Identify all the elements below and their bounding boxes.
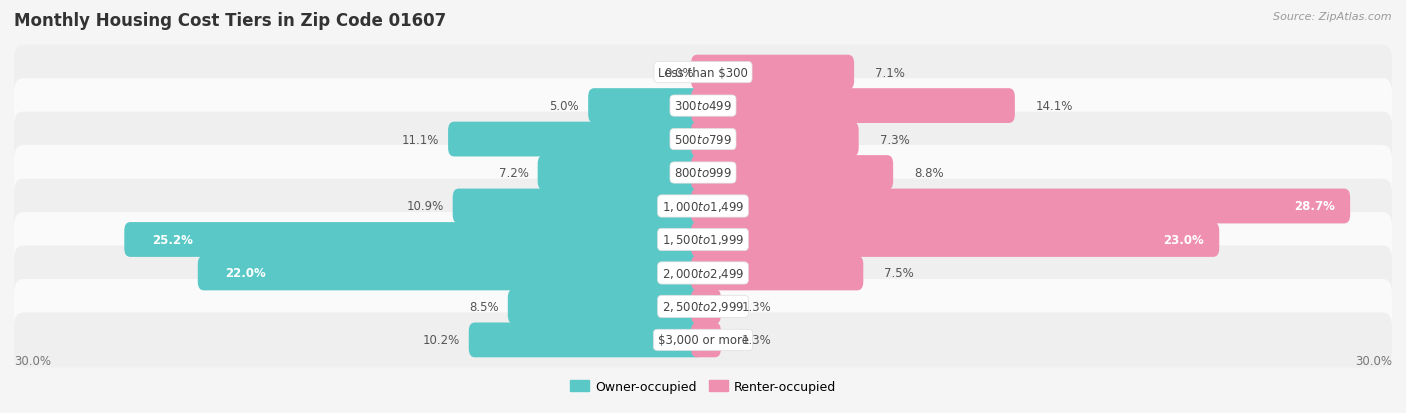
FancyBboxPatch shape bbox=[14, 279, 1392, 334]
Text: $300 to $499: $300 to $499 bbox=[673, 100, 733, 113]
FancyBboxPatch shape bbox=[14, 112, 1392, 167]
Text: 30.0%: 30.0% bbox=[14, 354, 51, 367]
FancyBboxPatch shape bbox=[692, 256, 863, 291]
Text: 7.1%: 7.1% bbox=[875, 66, 905, 79]
Text: 5.0%: 5.0% bbox=[550, 100, 579, 113]
FancyBboxPatch shape bbox=[508, 290, 703, 324]
FancyBboxPatch shape bbox=[198, 256, 703, 291]
FancyBboxPatch shape bbox=[692, 122, 859, 157]
Text: Less than $300: Less than $300 bbox=[658, 66, 748, 79]
Text: 7.2%: 7.2% bbox=[499, 166, 529, 180]
FancyBboxPatch shape bbox=[14, 213, 1392, 267]
Text: 25.2%: 25.2% bbox=[152, 233, 193, 247]
FancyBboxPatch shape bbox=[588, 89, 703, 123]
FancyBboxPatch shape bbox=[692, 323, 721, 357]
FancyBboxPatch shape bbox=[14, 246, 1392, 301]
FancyBboxPatch shape bbox=[14, 313, 1392, 368]
Text: $500 to $799: $500 to $799 bbox=[673, 133, 733, 146]
FancyBboxPatch shape bbox=[14, 179, 1392, 234]
FancyBboxPatch shape bbox=[468, 323, 703, 357]
Text: $1,500 to $1,999: $1,500 to $1,999 bbox=[662, 233, 744, 247]
Text: $1,000 to $1,499: $1,000 to $1,499 bbox=[662, 199, 744, 214]
Text: 11.1%: 11.1% bbox=[402, 133, 439, 146]
FancyBboxPatch shape bbox=[453, 189, 703, 224]
Text: $2,500 to $2,999: $2,500 to $2,999 bbox=[662, 300, 744, 313]
FancyBboxPatch shape bbox=[692, 223, 1219, 257]
FancyBboxPatch shape bbox=[14, 146, 1392, 200]
Text: 8.5%: 8.5% bbox=[470, 300, 499, 313]
Legend: Owner-occupied, Renter-occupied: Owner-occupied, Renter-occupied bbox=[565, 375, 841, 398]
Text: $3,000 or more: $3,000 or more bbox=[658, 334, 748, 347]
FancyBboxPatch shape bbox=[692, 189, 1350, 224]
Text: 0.0%: 0.0% bbox=[664, 66, 693, 79]
FancyBboxPatch shape bbox=[692, 156, 893, 190]
Text: 1.3%: 1.3% bbox=[742, 334, 772, 347]
FancyBboxPatch shape bbox=[14, 45, 1392, 100]
Text: 30.0%: 30.0% bbox=[1355, 354, 1392, 367]
Text: 14.1%: 14.1% bbox=[1036, 100, 1073, 113]
Text: 28.7%: 28.7% bbox=[1294, 200, 1334, 213]
Text: 23.0%: 23.0% bbox=[1163, 233, 1204, 247]
FancyBboxPatch shape bbox=[14, 79, 1392, 134]
FancyBboxPatch shape bbox=[449, 122, 703, 157]
Text: 7.5%: 7.5% bbox=[884, 267, 914, 280]
Text: $800 to $999: $800 to $999 bbox=[673, 166, 733, 180]
Text: 8.8%: 8.8% bbox=[914, 166, 943, 180]
Text: 10.2%: 10.2% bbox=[422, 334, 460, 347]
FancyBboxPatch shape bbox=[692, 290, 721, 324]
Text: 1.3%: 1.3% bbox=[742, 300, 772, 313]
Text: 10.9%: 10.9% bbox=[406, 200, 443, 213]
FancyBboxPatch shape bbox=[124, 223, 703, 257]
Text: $2,000 to $2,499: $2,000 to $2,499 bbox=[662, 266, 744, 280]
Text: Monthly Housing Cost Tiers in Zip Code 01607: Monthly Housing Cost Tiers in Zip Code 0… bbox=[14, 12, 446, 30]
FancyBboxPatch shape bbox=[692, 89, 1015, 123]
FancyBboxPatch shape bbox=[537, 156, 703, 190]
Text: Source: ZipAtlas.com: Source: ZipAtlas.com bbox=[1274, 12, 1392, 22]
FancyBboxPatch shape bbox=[692, 56, 853, 90]
Text: 22.0%: 22.0% bbox=[225, 267, 266, 280]
Text: 7.3%: 7.3% bbox=[880, 133, 910, 146]
